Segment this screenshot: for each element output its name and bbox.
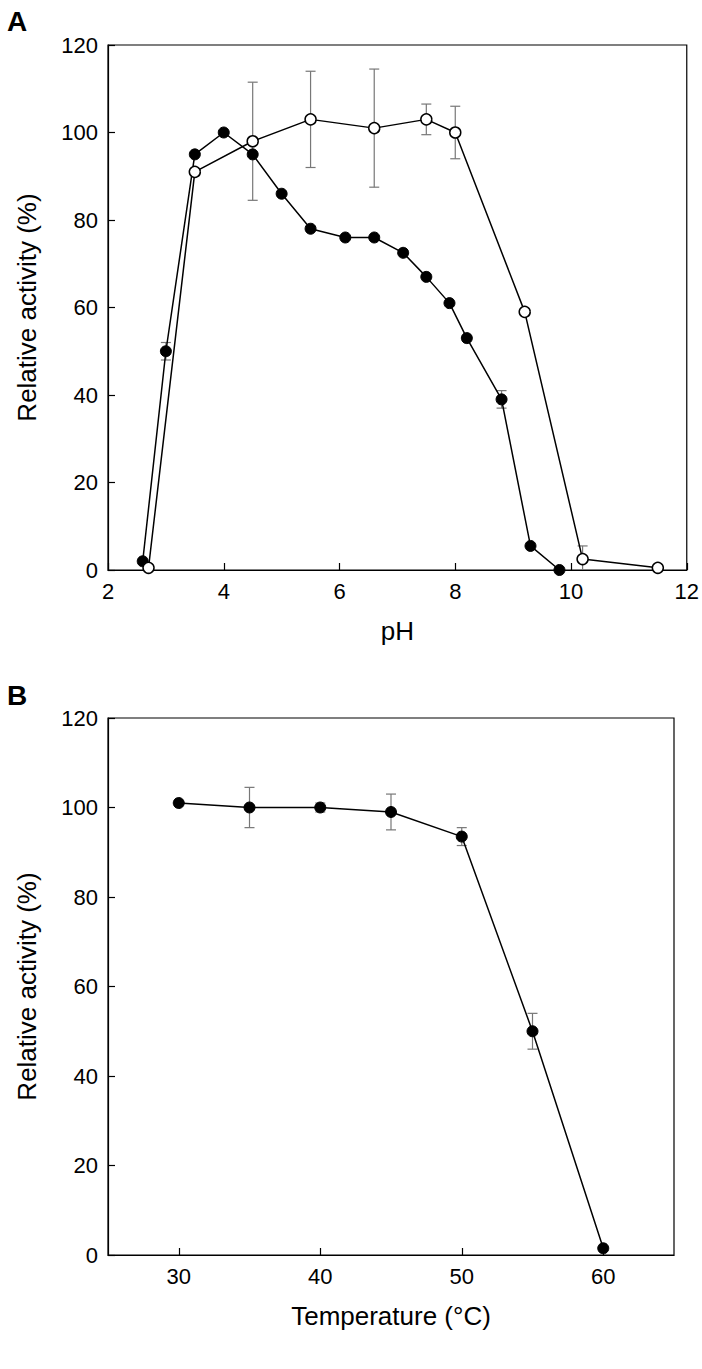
svg-text:0: 0 [86, 558, 98, 583]
svg-text:60: 60 [591, 1264, 615, 1289]
svg-text:120: 120 [61, 33, 98, 58]
svg-text:B: B [7, 680, 27, 711]
svg-text:40: 40 [74, 383, 98, 408]
svg-text:4: 4 [218, 579, 230, 604]
svg-text:60: 60 [74, 974, 98, 999]
svg-text:Relative activity (%): Relative activity (%) [12, 872, 42, 1100]
svg-text:Relative activity (%): Relative activity (%) [12, 193, 42, 421]
svg-text:100: 100 [61, 120, 98, 145]
svg-text:80: 80 [74, 885, 98, 910]
svg-text:60: 60 [74, 295, 98, 320]
svg-text:120: 120 [61, 706, 98, 731]
svg-text:80: 80 [74, 208, 98, 233]
svg-text:0: 0 [86, 1243, 98, 1268]
svg-text:8: 8 [449, 579, 461, 604]
svg-text:6: 6 [333, 579, 345, 604]
svg-text:2: 2 [102, 579, 114, 604]
svg-text:100: 100 [61, 795, 98, 820]
svg-text:10: 10 [559, 579, 583, 604]
svg-text:40: 40 [74, 1064, 98, 1089]
svg-text:20: 20 [74, 1153, 98, 1178]
svg-text:12: 12 [675, 579, 699, 604]
svg-text:Temperature (°C): Temperature (°C) [291, 1301, 491, 1331]
svg-text:20: 20 [74, 470, 98, 495]
svg-text:50: 50 [450, 1264, 474, 1289]
svg-text:A: A [7, 6, 27, 37]
svg-text:40: 40 [308, 1264, 332, 1289]
svg-text:30: 30 [167, 1264, 191, 1289]
svg-text:pH: pH [381, 616, 414, 646]
